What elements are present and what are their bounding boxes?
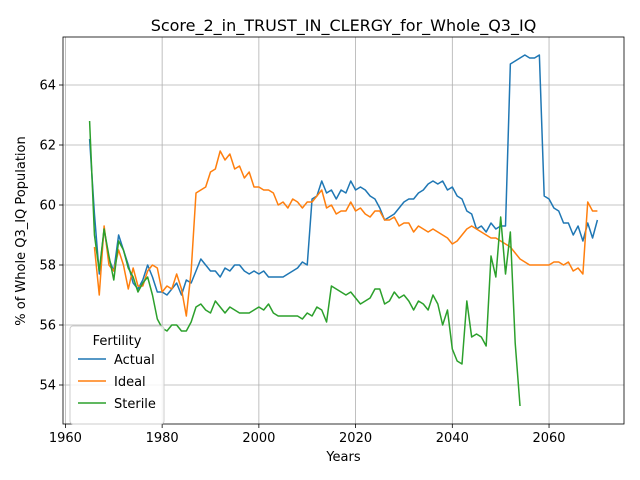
legend-label-sterile: Sterile <box>114 397 156 412</box>
x-axis-label: Years <box>325 450 361 465</box>
legend-title: Fertility <box>93 334 142 349</box>
legend-box <box>69 325 165 425</box>
plot-frame <box>62 36 625 425</box>
x-tick-label: 1960 <box>49 431 82 446</box>
y-tick-label: 64 <box>39 79 56 94</box>
x-tick-label: 2040 <box>436 431 469 446</box>
y-axis-label: % of Whole Q3_IQ Population <box>14 136 29 325</box>
x-tick-label: 1980 <box>146 431 179 446</box>
y-axis: 54 56 58 60 62 64 <box>39 79 63 394</box>
series-line-actual <box>88 54 599 296</box>
y-tick-label: 62 <box>39 139 56 154</box>
y-tick-label: 58 <box>39 259 56 274</box>
y-tick-label: 60 <box>39 199 56 214</box>
x-tick-label: 2000 <box>242 431 275 446</box>
y-tick-label: 56 <box>39 319 56 334</box>
x-tick-label: 2020 <box>339 431 372 446</box>
legend-label-actual: Actual <box>114 353 155 368</box>
series-line-ideal <box>93 150 598 317</box>
y-tick-label: 54 <box>39 379 56 394</box>
x-tick-label: 2060 <box>532 431 565 446</box>
legend-label-ideal: Ideal <box>114 375 146 390</box>
x-axis: 1960 1980 2000 2020 2040 2060 <box>49 424 566 446</box>
chart-title: Score_2_in_TRUST_IN_CLERGY_for_Whole_Q3_… <box>151 16 537 36</box>
grid <box>63 37 624 424</box>
legend: Fertility Actual Ideal Sterile <box>69 325 165 425</box>
